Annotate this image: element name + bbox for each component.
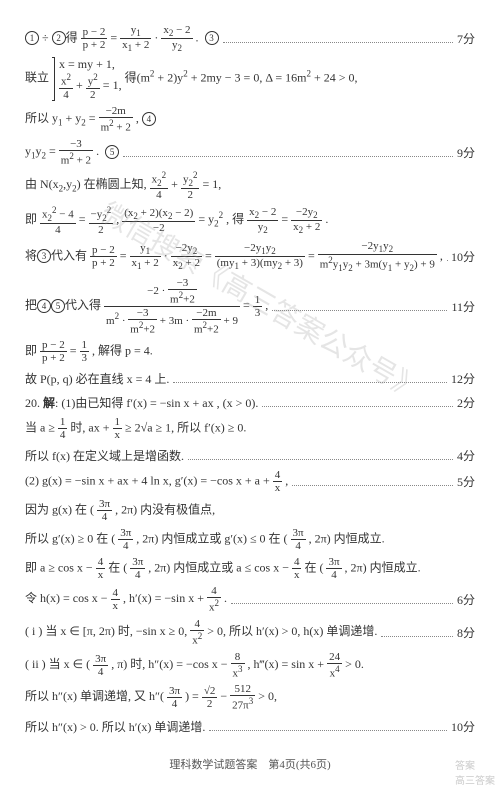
- line-content: y1y2 = −3m2 + 2 . 5: [25, 138, 119, 167]
- line-content: 所以 y1 + y2 = −2mm2 + 2 , 4: [25, 105, 156, 134]
- score-label: 12分: [451, 370, 475, 387]
- math-line: 1 ÷ 2得 p − 2p + 2 = y1x1 + 2 · x2 − 2y2 …: [25, 24, 475, 53]
- leader-dots: [209, 722, 447, 731]
- math-line: 20. 解: (1)由已知得 f′(x) = −sin x + ax , (x …: [25, 392, 475, 412]
- score-label: 8分: [457, 624, 475, 641]
- line-content: ( ii ) 当 x ∈ ( 3π4 , π) 时, h″(x) = −cos …: [25, 651, 364, 680]
- line-content: 令 h(x) = cos x − 4x , h′(x) = −sin x + 4…: [25, 585, 227, 614]
- line-content: 即 x22 − 44 = −y222 , (x2 + 2)(x2 − 2)−2 …: [25, 205, 328, 236]
- leader-dots: [292, 477, 453, 486]
- score-label: 10分: [451, 718, 475, 735]
- math-line: ( ii ) 当 x ∈ ( 3π4 , π) 时, h″(x) = −cos …: [25, 651, 475, 680]
- line-content: 所以 f(x) 在定义域上是增函数.: [25, 447, 184, 464]
- leader-dots: [262, 398, 453, 407]
- math-line: 把45代入得 −2 · −3m2+2m2 · −3m2+2 + 3m · −2m…: [25, 277, 475, 335]
- score-label: 7分: [457, 30, 475, 47]
- math-line: 将3代入有 p − 2p + 2 = y1x1 + 2 · −2y2x2 + 2…: [25, 240, 475, 273]
- leader-dots: [123, 148, 453, 157]
- score-label: 6分: [457, 591, 475, 608]
- math-line: 联立 x = my + 1,x24 + y22 = 1, 得(m2 + 2)y2…: [25, 57, 475, 101]
- line-content: ( i ) 当 x ∈ [π, 2π) 时, −sin x ≥ 0, 4x2 >…: [25, 618, 377, 647]
- score-label: 9分: [457, 144, 475, 161]
- leader-dots: [188, 451, 453, 460]
- page-footer: 理科数学试题答案 第4页(共6页): [25, 756, 475, 772]
- leader-dots: [223, 34, 453, 43]
- line-content: 将3代入有 p − 2p + 2 = y1x1 + 2 · −2y2x2 + 2…: [25, 240, 443, 273]
- line-content: 所以 g′(x) ≥ 0 在 ( 3π4 , 2π) 内恒成立或 g′(x) ≤…: [25, 527, 385, 552]
- math-line: 所以 h″(x) 单调递增, 又 h″( 3π4 ) = √22 − 51227…: [25, 683, 475, 712]
- math-line: 所以 f(x) 在定义域上是增函数. 4分: [25, 445, 475, 465]
- score-label: 2分: [457, 394, 475, 411]
- math-line: 即 p − 2p + 2 = 13 , 解得 p = 4.: [25, 339, 475, 364]
- leader-dots: [381, 628, 453, 637]
- math-line: 即 x22 − 44 = −y222 , (x2 + 2)(x2 − 2)−2 …: [25, 205, 475, 236]
- math-line: 所以 g′(x) ≥ 0 在 ( 3π4 , 2π) 内恒成立或 g′(x) ≤…: [25, 527, 475, 552]
- score-label: 11分: [451, 298, 475, 315]
- score-label: 4分: [457, 447, 475, 464]
- math-line: 令 h(x) = cos x − 4x , h′(x) = −sin x + 4…: [25, 585, 475, 614]
- line-content: 所以 h″(x) 单调递增, 又 h″( 3π4 ) = √22 − 51227…: [25, 683, 277, 712]
- math-line: 所以 y1 + y2 = −2mm2 + 2 , 4: [25, 105, 475, 134]
- leader-dots: [173, 374, 447, 383]
- math-line: 当 a ≥ 14 时, ax + 1x ≥ 2√a ≥ 1, 所以 f′(x) …: [25, 416, 475, 441]
- line-content: 所以 h″(x) > 0. 所以 h′(x) 单调递增.: [25, 718, 205, 735]
- score-label: 10分: [451, 248, 475, 265]
- line-content: 因为 g(x) 在 ( 3π4 , 2π) 内没有极值点,: [25, 498, 215, 523]
- line-content: 即 a ≥ cos x − 4x 在 ( 3π4 , 2π) 内恒成立或 a ≤…: [25, 556, 421, 581]
- line-content: 把45代入得 −2 · −3m2+2m2 · −3m2+2 + 3m · −2m…: [25, 277, 268, 335]
- line-content: 当 a ≥ 14 时, ax + 1x ≥ 2√a ≥ 1, 所以 f′(x) …: [25, 416, 246, 441]
- math-line: 即 a ≥ cos x − 4x 在 ( 3π4 , 2π) 内恒成立或 a ≤…: [25, 556, 475, 581]
- math-line: 因为 g(x) 在 ( 3π4 , 2π) 内没有极值点,: [25, 498, 475, 523]
- line-content: 即 p − 2p + 2 = 13 , 解得 p = 4.: [25, 339, 153, 364]
- score-label: 5分: [457, 473, 475, 490]
- line-content: 故 P(p, q) 必在直线 x = 4 上.: [25, 370, 169, 387]
- math-line: (2) g(x) = −sin x + ax + 4 ln x, g′(x) =…: [25, 469, 475, 494]
- math-line: 故 P(p, q) 必在直线 x = 4 上. 12分: [25, 368, 475, 388]
- line-content: 由 N(x2,y2) 在椭圆上知, x224 + y222 = 1,: [25, 170, 221, 201]
- leader-dots: [231, 595, 453, 604]
- math-line: y1y2 = −3m2 + 2 . 5 9分: [25, 138, 475, 167]
- line-content: 20. 解: (1)由已知得 f′(x) = −sin x + ax , (x …: [25, 394, 258, 411]
- leader-dots: [272, 302, 447, 311]
- math-line: 由 N(x2,y2) 在椭圆上知, x224 + y222 = 1,: [25, 170, 475, 201]
- line-content: 1 ÷ 2得 p − 2p + 2 = y1x1 + 2 · x2 − 2y2 …: [25, 24, 219, 53]
- line-content: 联立 x = my + 1,x24 + y22 = 1, 得(m2 + 2)y2…: [25, 57, 358, 101]
- corner-watermark: 答案高三答案: [455, 757, 495, 787]
- line-content: (2) g(x) = −sin x + ax + 4 ln x, g′(x) =…: [25, 469, 288, 494]
- math-line: 所以 h″(x) > 0. 所以 h′(x) 单调递增. 10分: [25, 716, 475, 736]
- math-line: ( i ) 当 x ∈ [π, 2π) 时, −sin x ≥ 0, 4x2 >…: [25, 618, 475, 647]
